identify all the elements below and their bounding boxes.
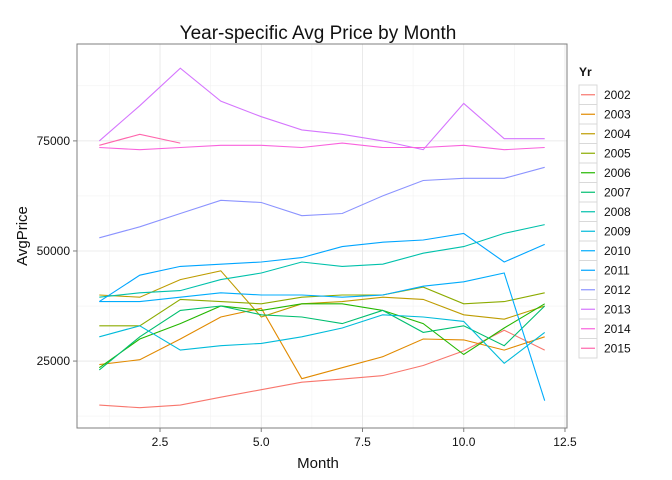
legend-label-2014: 2014 <box>604 322 631 336</box>
series-lines <box>98 67 546 409</box>
x-tick-label: 5.0 <box>253 435 270 449</box>
series-line-2014 <box>99 142 545 151</box>
series-line-2015 <box>99 133 181 146</box>
legend-label-2009: 2009 <box>604 224 631 238</box>
x-tick-label: 2.5 <box>152 435 169 449</box>
legend-label-2011: 2011 <box>604 263 630 277</box>
series-line-2008 <box>99 224 545 298</box>
legend-label-2010: 2010 <box>604 244 631 258</box>
plot-panel <box>77 44 567 428</box>
legend-label-2002: 2002 <box>604 88 631 102</box>
legend-label-2003: 2003 <box>604 107 631 121</box>
legend-label-2005: 2005 <box>604 146 631 160</box>
panel-background <box>77 44 567 428</box>
x-tick-label: 12.5 <box>553 435 577 449</box>
legend-label-2015: 2015 <box>604 341 631 355</box>
x-tick-label: 7.5 <box>354 435 371 449</box>
series-line-2003 <box>99 307 545 380</box>
series-line-2009 <box>99 314 546 365</box>
series-line-2011 <box>98 232 545 303</box>
legend-label-2008: 2008 <box>604 205 631 219</box>
series-line-2002 <box>99 329 545 409</box>
series-line-2012 <box>99 166 545 239</box>
series-line-2010 <box>99 272 546 401</box>
legend-title: Yr <box>579 65 592 79</box>
legend-label-2007: 2007 <box>604 185 631 199</box>
legend-label-2006: 2006 <box>604 166 631 180</box>
series-line-2006 <box>98 303 545 369</box>
legend-label-2012: 2012 <box>604 283 631 297</box>
y-axis-title: AvgPrice <box>14 206 31 266</box>
y-tick-label: 75000 <box>37 134 71 148</box>
panel-border <box>76 43 568 429</box>
legend-label-2004: 2004 <box>604 127 631 141</box>
legend: Yr 2002 2003 2004 2005 2006 2007 2008 2009 2010 2… <box>578 65 631 359</box>
x-tick-label: 10.0 <box>452 435 476 449</box>
grid-lines <box>77 44 567 428</box>
series-line-2004 <box>99 270 545 320</box>
legend-label-2013: 2013 <box>604 302 631 316</box>
x-axis-title: Month <box>297 455 339 472</box>
y-tick-label: 25000 <box>37 354 71 368</box>
axes: 2.5 5.0 7.5 10.0 12.5 25000 50000 75000 <box>37 43 577 449</box>
chart-title: Year-specific Avg Price by Month <box>180 23 457 44</box>
y-tick-label: 50000 <box>37 244 71 258</box>
series-line-2013 <box>98 67 545 151</box>
